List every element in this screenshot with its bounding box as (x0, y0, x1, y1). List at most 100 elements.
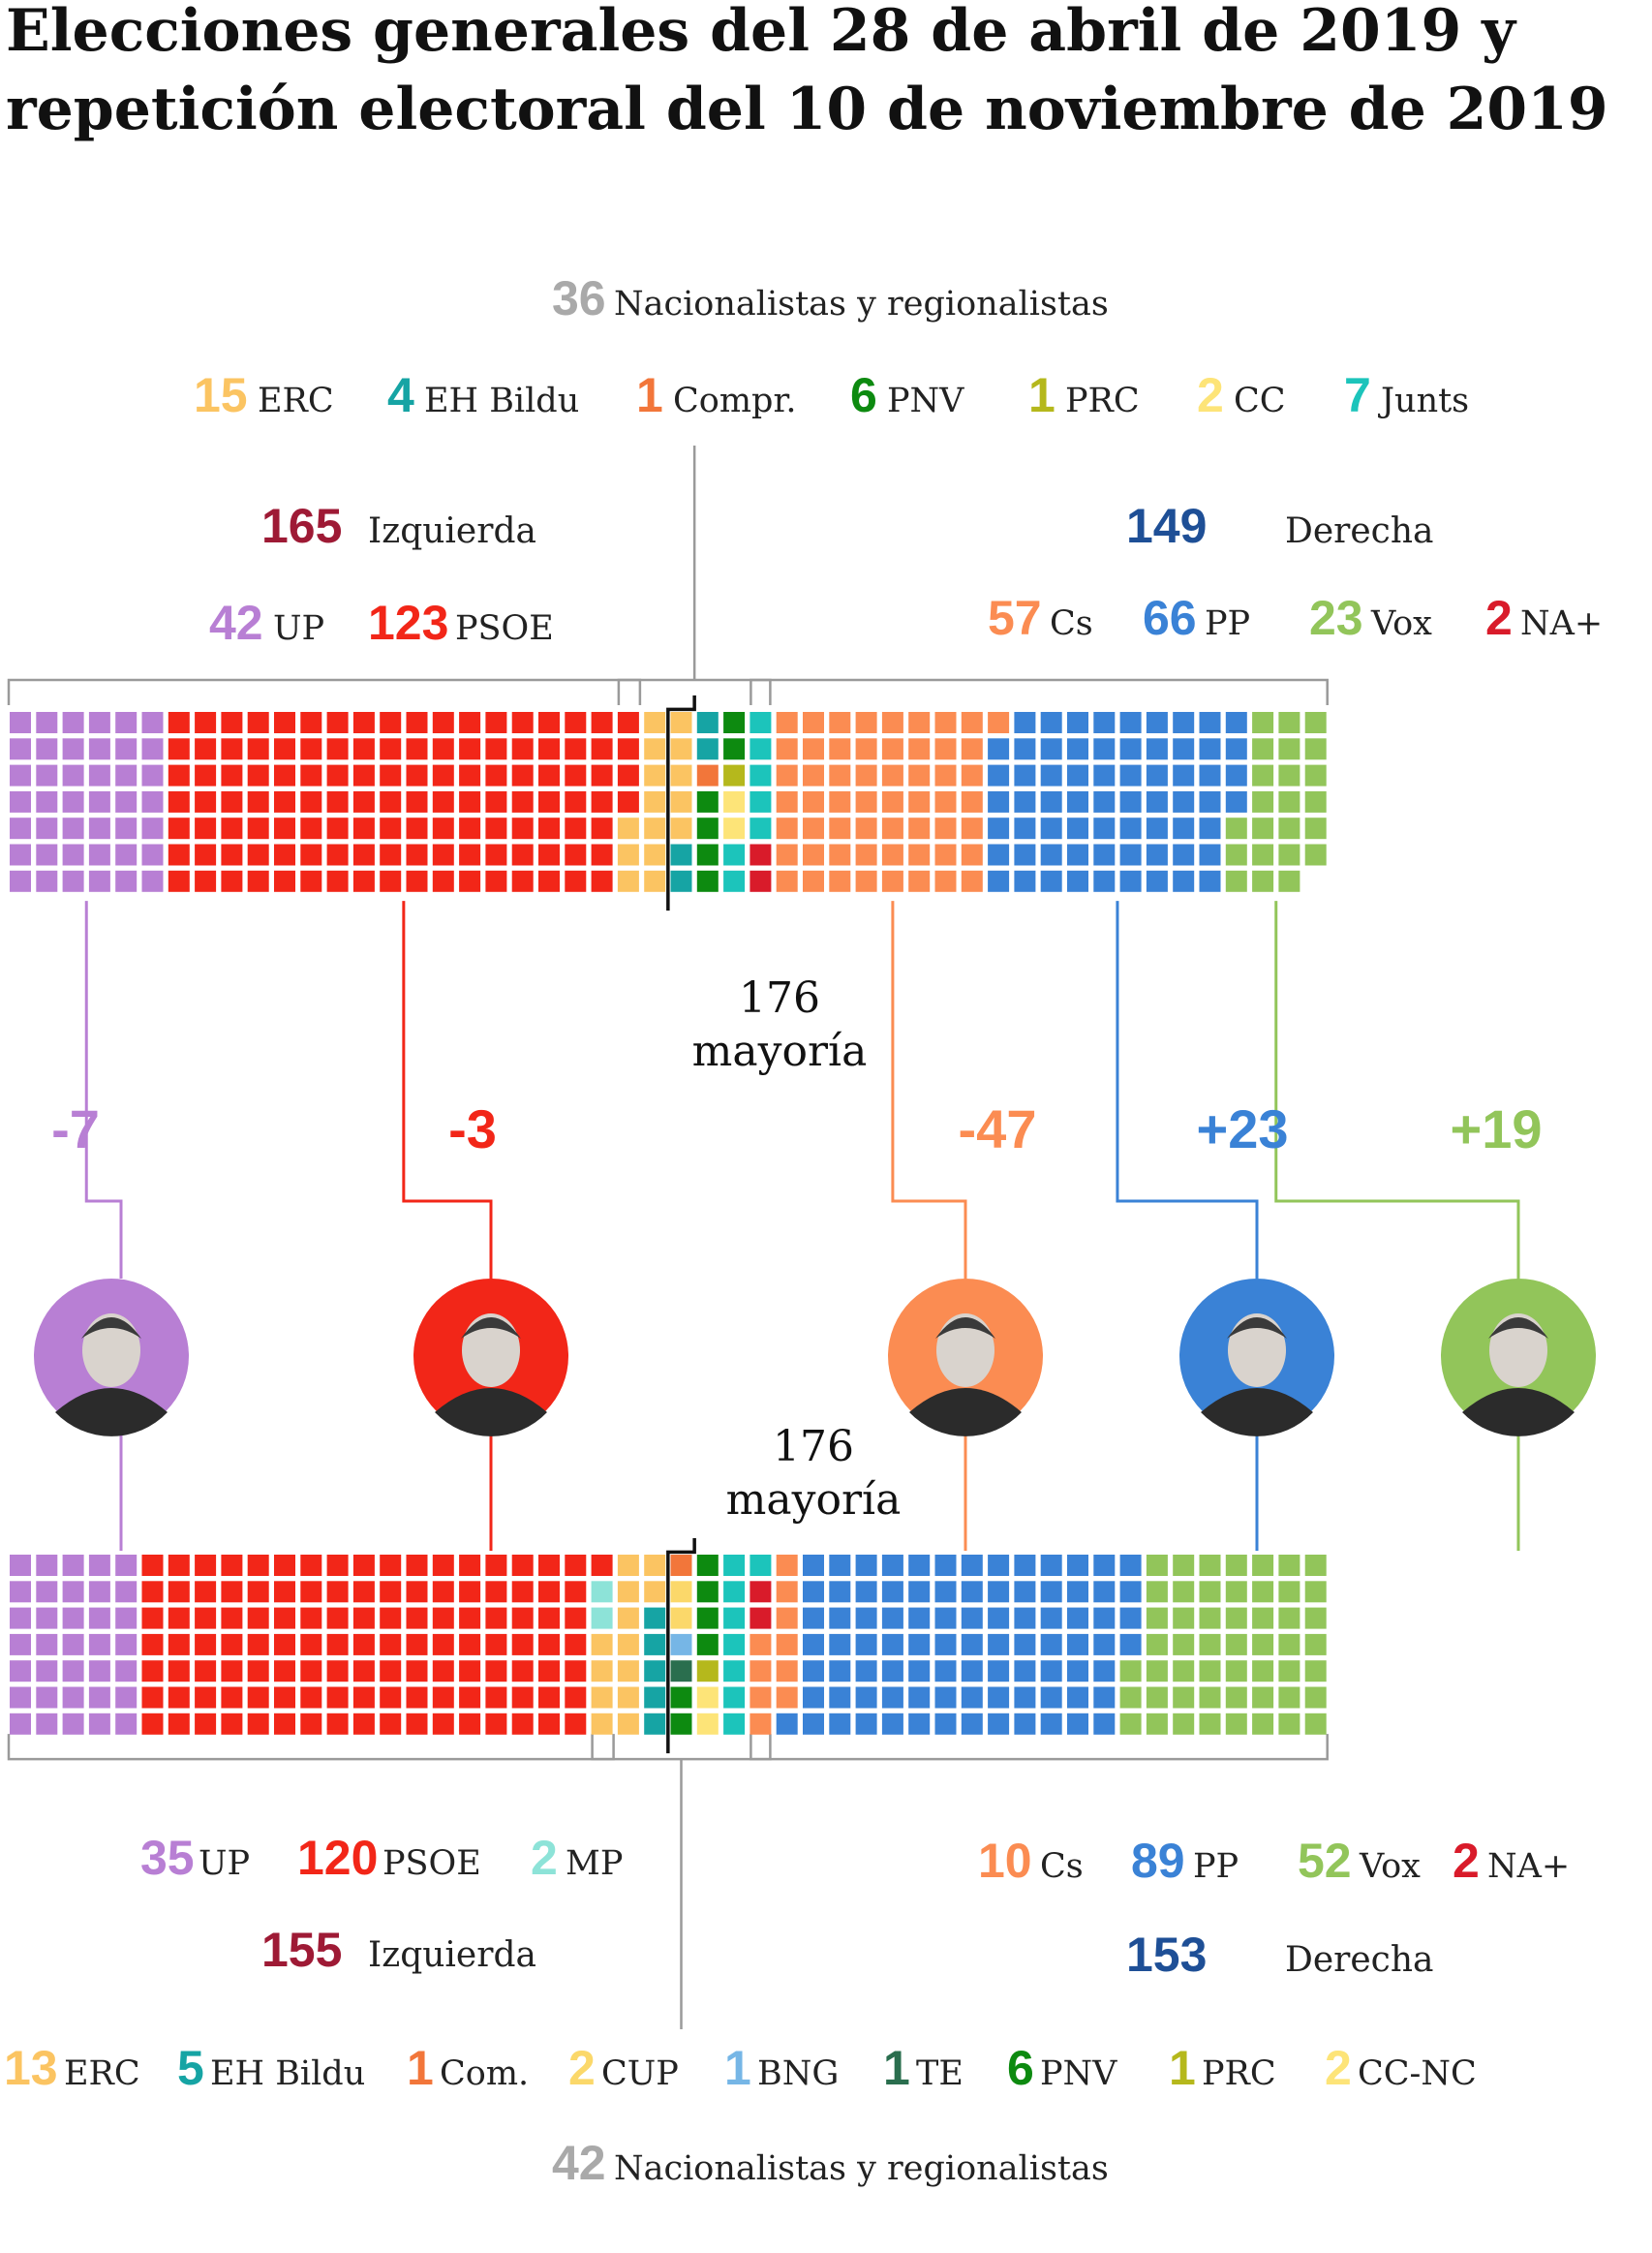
seat-apr-erc-5 (644, 738, 666, 760)
seat-nov-ehb-1 (644, 1607, 666, 1629)
seat-nov-psoe-76 (406, 1686, 428, 1709)
seat-nov-pp-22 (855, 1713, 877, 1735)
seat-nov-psoe-71 (406, 1555, 428, 1576)
bottom-psoe-label: PSOE (382, 1844, 481, 1883)
seat-nov-pp-16 (855, 1555, 877, 1576)
seat-nov-prc-1 (696, 1660, 719, 1682)
seat-nov-psoe-62 (352, 1686, 375, 1709)
seat-apr-cs-25 (855, 790, 877, 813)
seat-nov-vox-29 (1225, 1660, 1247, 1682)
leader-avatars (34, 1279, 1596, 1436)
seat-nov-pp-14 (829, 1686, 851, 1709)
seat-apr-cs-5 (776, 818, 798, 840)
top-vox-label: Vox (1370, 604, 1432, 643)
seat-nov-pp-72 (1067, 1555, 1088, 1576)
seat-apr-psoe-26 (247, 818, 269, 840)
seat-apr-pnv-4 (696, 870, 719, 892)
seat-nov-junts-2 (723, 1581, 746, 1603)
seat-apr-cs-41 (908, 844, 931, 866)
seat-apr-junts-2 (723, 870, 746, 892)
seat-apr-cs-51 (961, 738, 983, 760)
top-up-count: 42 (209, 596, 263, 650)
seat-nov-erc-1 (591, 1633, 613, 1655)
seat-nov-psoe-69 (380, 1686, 402, 1709)
seat-nov-psoe-8 (168, 1555, 190, 1576)
seat-nov-up-25 (88, 1633, 110, 1655)
seat-nov-psoe-93 (485, 1581, 507, 1603)
seat-apr-psoe-120 (617, 712, 639, 733)
seat-nov-vox-17 (1173, 1713, 1195, 1735)
seat-apr-psoe-30 (274, 738, 295, 760)
seat-nov-pp-38 (934, 1581, 957, 1603)
seat-apr-pp-19 (1040, 844, 1062, 866)
seat-apr-cs-38 (908, 764, 931, 787)
seat-apr-psoe-1 (168, 712, 190, 733)
seat-apr-pp-11 (1014, 818, 1036, 840)
seat-nov-psoe-39 (274, 1633, 295, 1655)
seat-nov-pp-71 (1040, 1713, 1062, 1735)
seat-nov-up-19 (62, 1660, 84, 1682)
seat-nov-psoe-46 (300, 1633, 322, 1655)
bottom-nat-erc-count: 13 (4, 2041, 58, 2095)
seat-nov-psoe-42 (274, 1713, 295, 1735)
seat-apr-psoe-96 (511, 818, 534, 840)
seat-apr-psoe-7 (168, 870, 190, 892)
bottom-nat-prc-label: PRC (1202, 2054, 1276, 2093)
seat-nov-psoe-61 (352, 1660, 375, 1682)
bottom-pp-label: PP (1193, 1847, 1239, 1886)
leader-hair-psoe (461, 1317, 521, 1339)
bottom-nat-cup-count: 2 (568, 2041, 596, 2095)
seat-nov-vox-8 (1146, 1660, 1168, 1682)
seat-nov-pp-39 (934, 1607, 957, 1629)
seat-apr-erc-11 (670, 712, 692, 733)
seat-apr-pp-52 (1173, 790, 1195, 813)
seat-nov-psoe-120 (591, 1555, 613, 1576)
seat-nov-psoe-116 (565, 1633, 587, 1655)
seat-apr-up-17 (62, 764, 84, 787)
seat-apr-up-5 (10, 818, 31, 840)
seat-nov-psoe-111 (538, 1686, 560, 1709)
leader-shoulders-vox (1462, 1388, 1575, 1436)
seat-nov-psoe-33 (247, 1660, 269, 1682)
seat-apr-cs-30 (881, 738, 903, 760)
seat-nov-pp-46 (961, 1607, 983, 1629)
seat-apr-pp-46 (1146, 818, 1168, 840)
seat-apr-psoe-13 (195, 844, 217, 866)
seat-nov-pp-55 (988, 1660, 1010, 1682)
seat-nov-pp-56 (988, 1686, 1010, 1709)
seat-nov-up-10 (36, 1607, 58, 1629)
seat-apr-psoe-55 (352, 844, 375, 866)
seat-nov-psoe-30 (247, 1581, 269, 1603)
seat-nov-erc-12 (644, 1555, 666, 1576)
seat-nov-vox-27 (1225, 1607, 1247, 1629)
seat-nov-vox-18 (1199, 1555, 1221, 1576)
seat-nov-pp-3 (803, 1581, 824, 1603)
seat-nov-up-30 (115, 1581, 138, 1603)
seat-apr-psoe-33 (274, 818, 295, 840)
seat-nov-psoe-17 (195, 1607, 217, 1629)
seat-nov-psoe-100 (511, 1581, 534, 1603)
seat-apr-cs-48 (934, 844, 957, 866)
seat-nov-psoe-115 (565, 1607, 587, 1629)
seat-apr-up-8 (36, 712, 58, 733)
seat-apr-junts-7 (750, 818, 772, 840)
seat-apr-cs-54 (961, 818, 983, 840)
seat-apr-up-39 (141, 790, 164, 813)
seat-nov-up-2 (10, 1581, 31, 1603)
seat-apr-up-21 (62, 870, 84, 892)
seat-apr-psoe-18 (221, 790, 243, 813)
seat-nov-psoe-35 (247, 1713, 269, 1735)
seat-nov-pnv-3 (696, 1555, 719, 1576)
seat-nov-junts-5 (723, 1660, 746, 1682)
seat-apr-cs-14 (803, 870, 824, 892)
top-nacionalistas-total-label: Nacionalistas y regionalistas (614, 285, 1109, 324)
seat-nov-cup-1 (670, 1581, 692, 1603)
seat-apr-cs-35 (881, 870, 903, 892)
seat-apr-psoe-85 (485, 712, 507, 733)
seat-apr-psoe-97 (511, 844, 534, 866)
seat-nov-vox-35 (1252, 1633, 1274, 1655)
seat-apr-pp-22 (1067, 738, 1088, 760)
seat-nov-psoe-1 (141, 1555, 164, 1576)
seat-apr-pp-18 (1040, 818, 1062, 840)
seat-nov-vox-42 (1278, 1633, 1300, 1655)
